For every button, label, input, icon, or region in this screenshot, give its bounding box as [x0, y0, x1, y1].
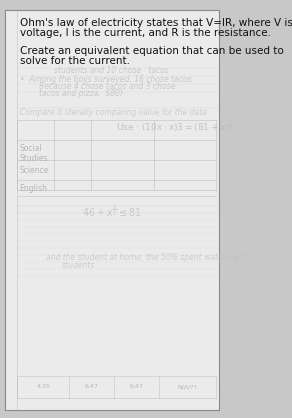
Text: 6.47: 6.47 — [85, 385, 99, 390]
Text: N/A/??: N/A/?? — [178, 385, 197, 390]
Text: Social
Studies: Social Studies — [19, 144, 48, 163]
Text: $46 + x^{\frac{2}{3}} \leq 81$: $46 + x^{\frac{2}{3}} \leq 81$ — [82, 203, 142, 219]
Text: •  Among the boys surveyed, 16 chose tacos: • Among the boys surveyed, 16 chose taco… — [20, 75, 192, 84]
Text: Science: Science — [19, 166, 49, 175]
Text: Create an equivalent equation that can be used to: Create an equivalent equation that can b… — [20, 46, 284, 56]
Text: solve for the current.: solve for the current. — [20, 56, 130, 66]
Text: Because 4 chose tacos and 3 chose: Because 4 chose tacos and 3 chose — [39, 82, 175, 91]
Text: Ohm's law of electricity states that V=IR, where V is: Ohm's law of electricity states that V=I… — [20, 18, 292, 28]
FancyBboxPatch shape — [5, 10, 219, 410]
Text: students: students — [62, 261, 95, 270]
Text: and the student at home, the 50% spent watching TV: and the student at home, the 50% spent w… — [46, 253, 251, 262]
Text: English: English — [19, 184, 47, 193]
Text: 6.47: 6.47 — [130, 385, 143, 390]
Text: 4.35: 4.35 — [36, 385, 50, 390]
Text: tacos and pizza.  $80): tacos and pizza. $80) — [39, 89, 123, 98]
Text: Use $\cdot$ $(10x \cdot x)3 = (81+x)^{\frac{1}{5}}$: Use $\cdot$ $(10x \cdot x)3 = (81+x)^{\f… — [116, 120, 233, 134]
Text: students and 10 chose   tacos: students and 10 chose tacos — [54, 66, 169, 75]
Text: voltage, I is the current, and R is the resistance.: voltage, I is the current, and R is the … — [20, 28, 271, 38]
Text: Compare it literally comparing value for the data: Compare it literally comparing value for… — [20, 108, 207, 117]
